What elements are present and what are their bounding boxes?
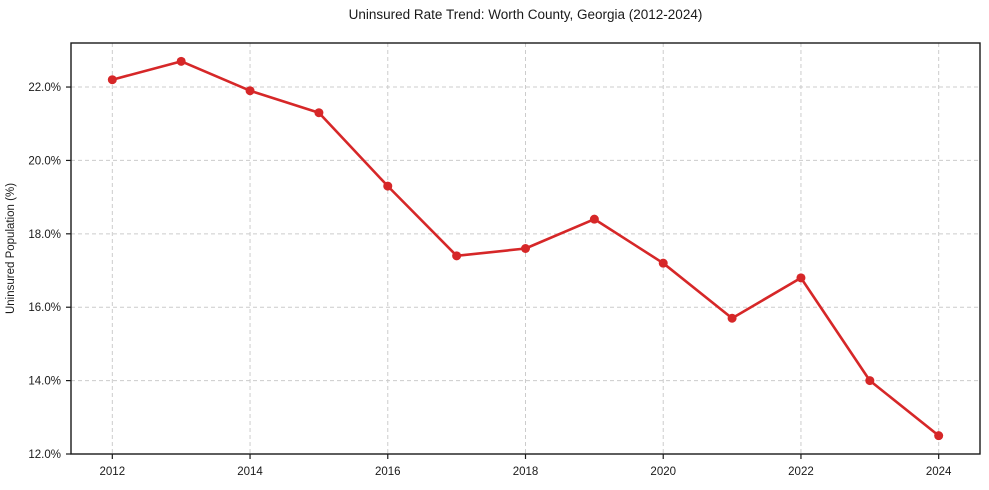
data-point bbox=[589, 214, 599, 224]
data-point bbox=[245, 86, 255, 96]
y-tick-label: 18.0% bbox=[28, 229, 61, 241]
y-tick-label: 20.0% bbox=[28, 155, 61, 167]
data-point bbox=[452, 251, 462, 261]
data-point bbox=[107, 75, 117, 85]
y-tick-label: 12.0% bbox=[28, 449, 61, 461]
x-tick-label: 2014 bbox=[237, 466, 263, 478]
x-tick-label: 2020 bbox=[650, 466, 676, 478]
data-point bbox=[727, 313, 737, 323]
y-axis-label: Uninsured Population (%) bbox=[5, 183, 17, 314]
y-tick-label: 14.0% bbox=[28, 376, 61, 388]
y-tick-label: 22.0% bbox=[28, 82, 61, 94]
data-point bbox=[176, 56, 186, 66]
y-tick-label: 16.0% bbox=[28, 302, 61, 314]
data-point bbox=[521, 244, 530, 253]
data-point bbox=[658, 258, 668, 268]
data-point bbox=[383, 181, 393, 191]
data-point bbox=[314, 108, 324, 118]
data-point bbox=[865, 376, 875, 386]
data-point bbox=[796, 273, 806, 283]
x-tick-label: 2024 bbox=[926, 466, 952, 478]
x-tick-label: 2016 bbox=[375, 466, 401, 478]
data-point bbox=[934, 431, 944, 441]
chart-title: Uninsured Rate Trend: Worth County, Geor… bbox=[348, 7, 703, 22]
x-tick-label: 2022 bbox=[788, 466, 814, 478]
x-tick-label: 2012 bbox=[100, 466, 126, 478]
x-tick-label: 2018 bbox=[513, 466, 539, 478]
